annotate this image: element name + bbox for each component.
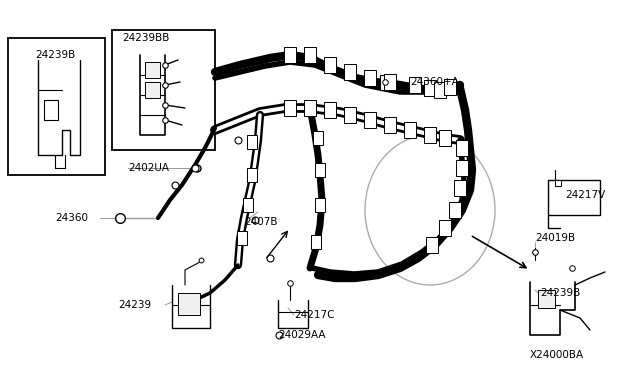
Bar — [344, 107, 356, 123]
Bar — [364, 70, 376, 86]
Text: X24000BA: X24000BA — [530, 350, 584, 360]
Bar — [313, 131, 323, 145]
Text: 24360: 24360 — [55, 213, 88, 223]
Bar — [424, 127, 436, 143]
Bar — [404, 122, 416, 138]
Bar — [364, 112, 376, 128]
Bar — [243, 198, 253, 212]
Bar — [315, 198, 325, 212]
Text: 24217V: 24217V — [565, 190, 605, 200]
Bar — [284, 47, 296, 63]
Bar — [454, 180, 466, 196]
Text: 24239B: 24239B — [540, 288, 580, 298]
Text: 2402UA: 2402UA — [128, 163, 169, 173]
Bar — [409, 77, 421, 93]
Text: 2407B: 2407B — [244, 217, 278, 227]
Bar — [145, 82, 160, 98]
Bar — [247, 168, 257, 182]
Text: 24019B: 24019B — [535, 233, 575, 243]
Bar — [247, 135, 257, 149]
Bar — [324, 102, 336, 118]
Bar — [444, 79, 456, 95]
Bar — [304, 47, 316, 63]
Bar — [439, 130, 451, 146]
Text: 24360+A: 24360+A — [410, 77, 459, 87]
Bar — [456, 160, 468, 176]
Bar — [304, 100, 316, 116]
Bar — [548, 180, 600, 215]
Bar — [311, 235, 321, 249]
Bar — [44, 100, 58, 120]
Bar — [538, 290, 555, 308]
Text: 24029AA: 24029AA — [278, 330, 326, 340]
Bar — [178, 293, 200, 315]
Bar — [237, 231, 247, 245]
Bar — [284, 100, 296, 116]
Text: 24239: 24239 — [118, 300, 151, 310]
Bar — [424, 80, 436, 96]
Bar — [434, 82, 446, 98]
Bar — [456, 140, 468, 156]
Text: 24239BB: 24239BB — [122, 33, 170, 43]
Bar — [426, 237, 438, 253]
Bar — [384, 74, 396, 90]
Bar — [449, 202, 461, 218]
Bar — [384, 117, 396, 133]
Bar — [8, 38, 105, 175]
Text: 24217C: 24217C — [294, 310, 335, 320]
Bar — [324, 57, 336, 73]
Bar — [439, 220, 451, 236]
Bar — [315, 163, 325, 177]
Text: 24239B: 24239B — [35, 50, 76, 60]
Bar — [112, 30, 215, 150]
Bar — [380, 75, 395, 90]
Bar — [145, 62, 160, 78]
Bar — [344, 64, 356, 80]
